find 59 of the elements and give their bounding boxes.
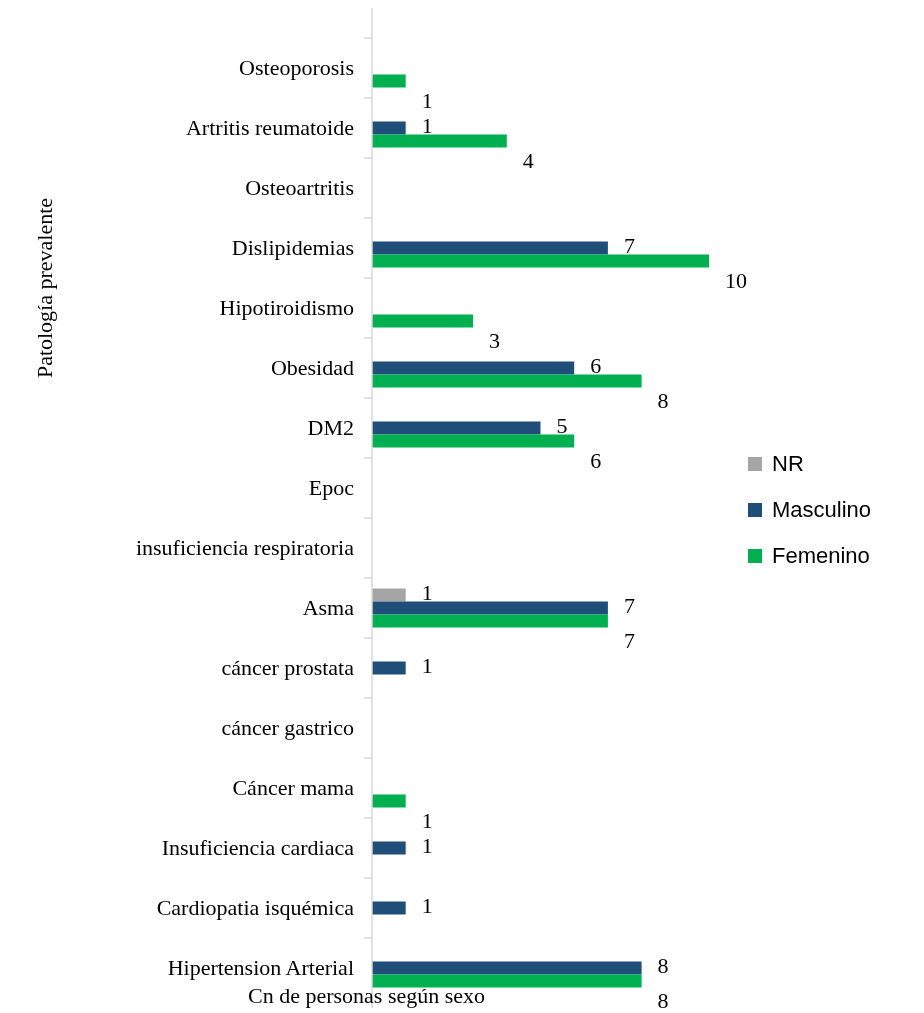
legend-label: Masculino [772, 497, 872, 522]
data-label: 3 [489, 327, 501, 353]
data-label: 5 [556, 412, 568, 438]
bar [372, 241, 608, 255]
data-label: 8 [657, 387, 669, 413]
bar [372, 74, 406, 88]
data-label: 1 [421, 579, 433, 605]
bar [372, 134, 507, 148]
bar [372, 901, 406, 915]
y-tick-label: cáncer gastrico [221, 715, 354, 740]
data-label: 1 [421, 892, 433, 918]
bar [372, 434, 575, 448]
legend-label: NR [772, 451, 804, 476]
data-label: 8 [657, 952, 669, 978]
y-tick-label: Asma [302, 595, 355, 620]
bar [372, 374, 642, 388]
data-label: 6 [590, 447, 602, 473]
y-tick-label: Insuficiencia cardiaca [161, 835, 355, 860]
data-label: 1 [421, 652, 433, 678]
bar [372, 421, 541, 435]
bar [372, 841, 406, 855]
y-axis-title: Patología prevalente [32, 197, 57, 379]
data-label: 4 [522, 147, 534, 173]
bar [372, 254, 709, 268]
data-label: 1 [421, 112, 433, 138]
y-tick-label: DM2 [307, 415, 354, 440]
y-tick-label: Dislipidemias [231, 235, 354, 260]
data-label: 1 [421, 87, 433, 113]
y-tick-label: Hipotiroidismo [219, 295, 354, 320]
bar [372, 314, 474, 328]
data-label: 6 [590, 352, 602, 378]
bar [372, 614, 608, 628]
bar [372, 361, 575, 375]
y-tick-label: Obesidad [270, 355, 354, 380]
y-tick-label: insuficiencia respiratoria [135, 535, 355, 560]
data-label: 1 [421, 832, 433, 858]
data-label: 10 [725, 267, 747, 293]
y-tick-label: cáncer prostata [221, 655, 355, 680]
data-label: 7 [623, 232, 635, 258]
x-axis-title: Cn de personas según sexo [248, 983, 486, 1008]
data-label: 8 [657, 987, 669, 1013]
y-tick-label: Cáncer mama [232, 775, 355, 800]
bar [372, 601, 608, 615]
bar [372, 588, 406, 602]
bar [372, 961, 642, 975]
data-label: 7 [623, 627, 635, 653]
y-tick-label: Osteoartritis [245, 175, 354, 200]
data-label: 7 [623, 592, 635, 618]
bar [372, 974, 642, 988]
legend-label: Femenino [772, 543, 870, 568]
data-label: 1 [421, 807, 433, 833]
bar [372, 661, 406, 675]
y-tick-label: Hipertension Arterial [167, 955, 354, 980]
y-tick-label: Artritis reumatoide [185, 115, 354, 140]
bar [372, 121, 406, 135]
y-tick-label: Osteoporosis [239, 55, 354, 80]
bar [372, 794, 406, 808]
y-tick-label: Epoc [308, 475, 355, 500]
y-tick-label: Cardiopatia isquémica [156, 895, 355, 920]
